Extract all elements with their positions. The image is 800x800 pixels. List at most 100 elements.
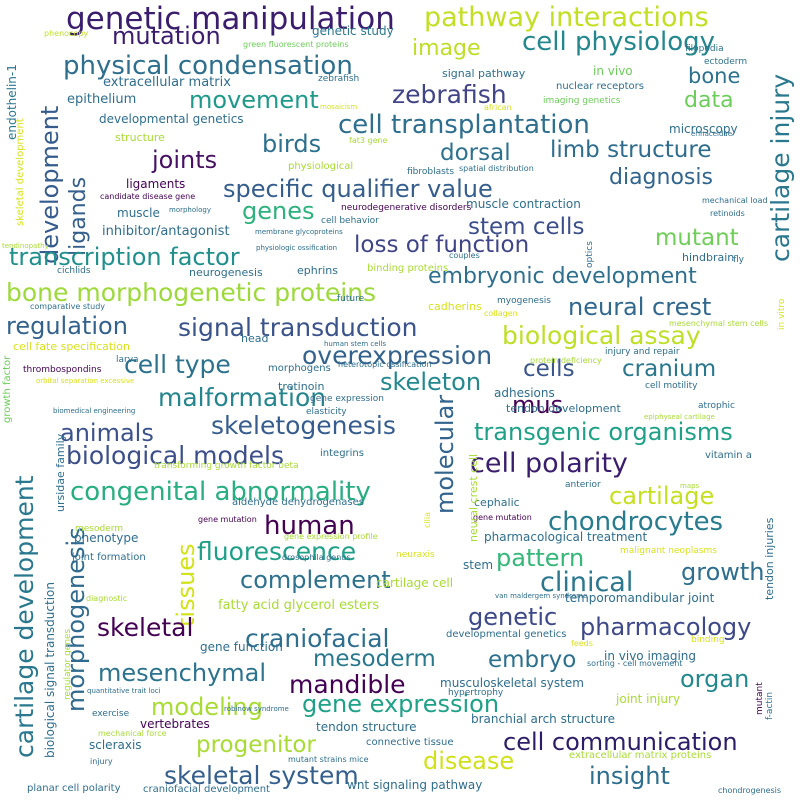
- word: molecular: [431, 394, 459, 514]
- small-word: planar cell polarity: [27, 783, 121, 794]
- word: cells: [523, 356, 575, 382]
- word: organ: [680, 665, 750, 693]
- word: regulation: [6, 312, 128, 340]
- small-word: signal pathway: [442, 67, 526, 80]
- word: cell transplantation: [338, 110, 590, 140]
- word: mus: [512, 391, 564, 419]
- small-word: imaging genetics: [543, 96, 621, 106]
- small-word: tendon development: [506, 402, 621, 415]
- small-word: wnt signaling pathway: [347, 778, 483, 792]
- word: human: [264, 511, 355, 541]
- small-word: fly: [733, 255, 744, 265]
- small-word: morphology: [169, 206, 211, 214]
- small-word: mutant: [755, 682, 765, 715]
- word: cartilage: [609, 482, 715, 510]
- small-word: ligaments: [126, 177, 186, 191]
- word: transgenic organisms: [474, 418, 733, 446]
- small-word: pharmacological treatment: [484, 530, 648, 544]
- word: skeletogenesis: [211, 411, 396, 440]
- word: complement: [240, 566, 391, 594]
- small-word: mutant strains mice: [288, 755, 369, 764]
- small-word: musculoskeletal system: [440, 676, 584, 690]
- small-word: african: [484, 103, 512, 112]
- word: modeling: [151, 693, 263, 721]
- small-word: neural crest cell: [467, 453, 480, 542]
- small-word: gene expression profile: [284, 532, 378, 541]
- small-word: adhesions: [494, 386, 555, 400]
- small-word: binding proteins: [367, 263, 449, 274]
- word: movement: [189, 86, 319, 114]
- word: genetic: [468, 603, 558, 631]
- small-word: muscle: [117, 206, 160, 220]
- word: clinical: [540, 567, 634, 598]
- small-word: in vivo imaging: [604, 649, 696, 663]
- small-word: robinow syndrome: [224, 705, 289, 713]
- word: genetic manipulation: [66, 1, 395, 37]
- word: genes: [242, 197, 315, 225]
- small-word: genetic study: [312, 24, 394, 38]
- word: pharmacology: [580, 613, 752, 641]
- small-word: gene function: [200, 640, 283, 654]
- small-word: nuclear receptors: [556, 81, 644, 92]
- word: limb structure: [550, 137, 712, 163]
- small-word: microscopy: [669, 122, 738, 136]
- small-word: ephrins: [297, 264, 339, 277]
- small-word: collagen: [484, 309, 518, 318]
- word: overexpression: [302, 341, 493, 370]
- small-word: cartilage cell: [376, 576, 454, 590]
- small-word: head: [241, 332, 269, 345]
- word: data: [684, 88, 734, 113]
- word: loss of function: [354, 232, 530, 258]
- small-word: larva: [116, 355, 139, 365]
- small-word: biomedical engineering: [53, 407, 136, 415]
- word: cell polarity: [470, 448, 628, 479]
- small-word: growth factor: [2, 355, 13, 423]
- small-word: malignant neoplasms: [620, 546, 717, 556]
- small-word: joint formation: [72, 552, 146, 563]
- word: skeleton: [380, 368, 482, 396]
- small-word: regulator genes: [63, 628, 73, 700]
- small-word: muscle contraction: [466, 197, 581, 211]
- small-word: inhibitor/antagonist: [102, 224, 230, 239]
- word: insight: [589, 762, 670, 790]
- word: mandible: [289, 670, 406, 699]
- small-word: tretinoin: [278, 380, 325, 393]
- small-word: atrophic: [698, 401, 735, 411]
- word: zebrafish: [392, 80, 507, 109]
- small-word: cell motility: [645, 381, 698, 391]
- small-word: injury and repair: [605, 347, 680, 357]
- word: mutant: [655, 225, 739, 251]
- small-word: developmental genetics: [446, 629, 567, 640]
- small-word: developmental genetics: [99, 112, 244, 126]
- word: dorsal: [440, 140, 511, 166]
- word: malformation: [158, 383, 327, 412]
- small-word: transforming growth factor beta: [154, 461, 299, 471]
- word: cranium: [622, 356, 717, 382]
- small-word: morphogens: [268, 363, 331, 374]
- word: birds: [262, 130, 322, 158]
- word: cartilage development: [10, 475, 39, 758]
- word: specific qualifier value: [223, 175, 493, 203]
- small-word: gene mutation: [473, 513, 532, 522]
- word: signal transduction: [178, 313, 418, 342]
- small-word: sorting - cell movement: [587, 659, 683, 668]
- small-word: physiologic ossification: [256, 244, 338, 252]
- small-word: gene expression: [310, 394, 384, 404]
- small-word: extracellular matrix: [103, 75, 231, 90]
- word: stem cells: [468, 214, 585, 240]
- small-word: human stem cells: [324, 340, 387, 348]
- small-word: biological signal transduction: [43, 582, 57, 758]
- small-word: optics: [585, 241, 595, 268]
- small-word: hindbrain: [682, 251, 735, 264]
- small-word: mosaicism: [320, 103, 358, 111]
- word: skeletal system: [164, 761, 359, 790]
- word: progenitor: [196, 732, 316, 758]
- small-word: epiphyseal cartilage: [644, 413, 715, 421]
- small-word: erinaceidae: [691, 130, 732, 138]
- word: fluorescence: [197, 537, 357, 566]
- small-word: cichlids: [57, 266, 91, 276]
- small-word: in vitro: [777, 298, 787, 330]
- small-word: vertebrates: [140, 717, 210, 731]
- small-word: joint injury: [616, 692, 681, 706]
